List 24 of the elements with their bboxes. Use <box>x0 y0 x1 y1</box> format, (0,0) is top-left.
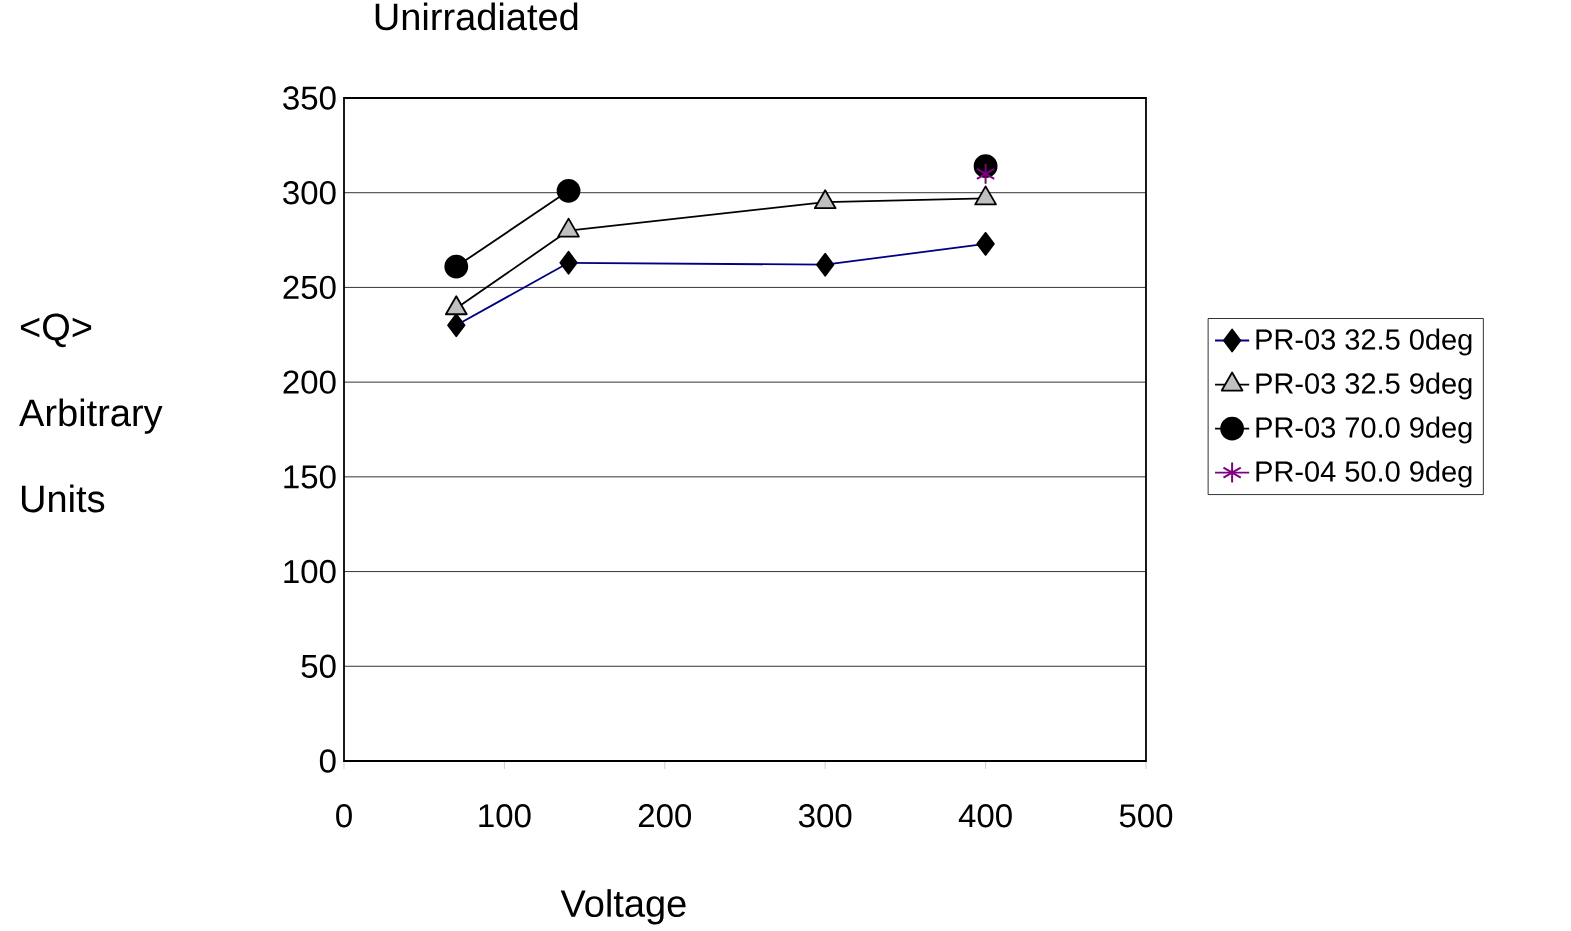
legend-label: PR-03 32.5 0deg <box>1256 328 1472 356</box>
x-tick-label: 0 <box>336 804 352 828</box>
point <box>975 162 996 185</box>
y-tick-label: 150 <box>284 465 336 489</box>
x-tick-label: 500 <box>1119 804 1173 828</box>
y-tick-label: 250 <box>283 275 336 300</box>
x-tick-label: 100 <box>479 804 531 828</box>
x-tick-label: 200 <box>638 804 692 828</box>
y-tick-label: 350 <box>283 86 336 110</box>
point <box>444 254 469 279</box>
y-tick-label: 50 <box>301 654 336 678</box>
x-axis-title: Voltage <box>560 889 686 925</box>
x-tick-label: 400 <box>958 804 1012 828</box>
x-tick-label: 300 <box>798 804 852 828</box>
point <box>556 178 581 203</box>
y-tick-label: 200 <box>283 370 336 394</box>
legend-label: PR-04 50.0 9deg <box>1256 460 1472 488</box>
y-tick-label: 100 <box>284 559 336 584</box>
chart-title: Unirradiated <box>375 2 578 31</box>
y-tick-label: 300 <box>283 181 336 205</box>
legend-label: PR-03 32.5 9deg <box>1256 372 1472 400</box>
y-tick-label: 0 <box>319 749 336 773</box>
text: <Q> Arbitrary Units <box>19 313 163 513</box>
legend-label: PR-03 70.0 9deg <box>1256 416 1472 444</box>
